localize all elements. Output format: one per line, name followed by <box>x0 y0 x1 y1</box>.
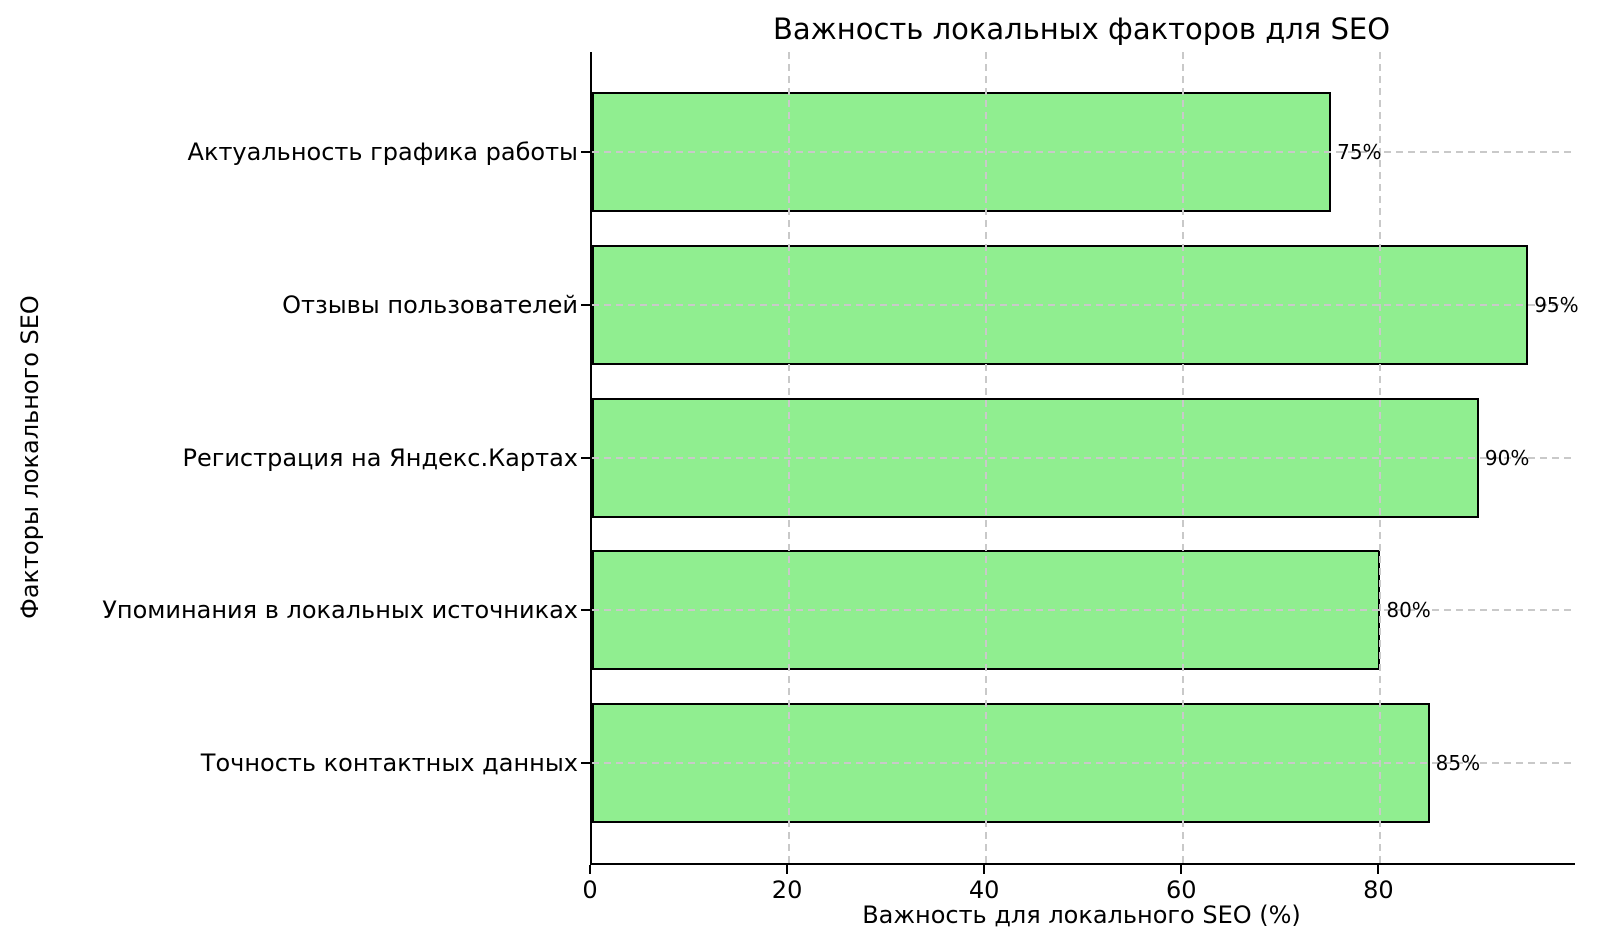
category-label: Упоминания в локальных источниках <box>102 596 578 625</box>
category-label: Актуальность графика работы <box>187 138 578 166</box>
bar-value-label: 90% <box>1484 445 1530 470</box>
x-tick-mark <box>786 865 789 874</box>
y-gridline <box>592 609 1575 612</box>
x-tick-label: 80 <box>1363 876 1394 904</box>
x-tick-mark <box>589 865 591 874</box>
category-label: Точность контактных данных <box>200 749 578 777</box>
bar-value-label: 85% <box>1435 751 1481 775</box>
bar-value-label: 95% <box>1534 292 1579 317</box>
y-gridline <box>592 762 1575 764</box>
plot-area <box>590 52 1575 865</box>
x-tick-mark <box>1377 865 1380 874</box>
x-axis-label: Важность для локального SEO (%) <box>862 901 1301 929</box>
x-tick-label: 20 <box>771 876 803 904</box>
y-tick-mark <box>581 456 590 459</box>
y-tick-mark <box>581 609 590 612</box>
x-tick-mark <box>1180 865 1183 874</box>
y-axis-label: Факторы локального SEO <box>16 295 44 619</box>
y-gridline <box>592 456 1575 459</box>
x-tick-label: 40 <box>968 876 1000 904</box>
y-tick-mark <box>581 151 590 153</box>
y-gridline <box>592 303 1575 306</box>
x-tick-label: 0 <box>582 876 598 904</box>
y-tick-mark <box>581 762 590 764</box>
x-tick-label: 60 <box>1165 876 1197 904</box>
category-label: Отзывы пользователей <box>282 290 578 319</box>
bar-value-label: 80% <box>1386 598 1431 623</box>
bar-value-label: 75% <box>1337 140 1382 164</box>
category-label: Регистрация на Яндекс.Картах <box>182 443 578 472</box>
y-tick-mark <box>581 303 590 306</box>
y-gridline <box>592 151 1575 153</box>
chart-title: Важность локальных факторов для SEO <box>772 12 1391 46</box>
x-tick-mark <box>983 865 986 874</box>
